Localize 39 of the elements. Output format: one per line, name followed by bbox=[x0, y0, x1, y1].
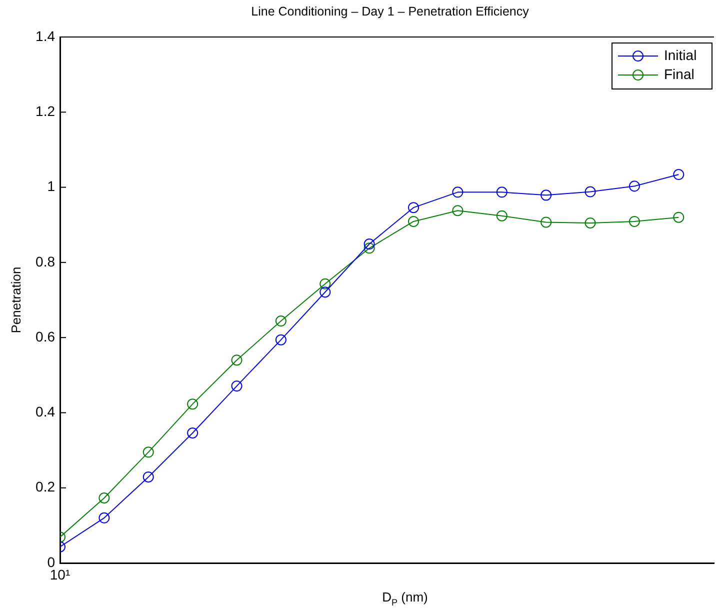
point bbox=[540, 190, 552, 201]
y-tick-label: 1.2 bbox=[36, 103, 56, 119]
chart-title: Line Conditioning – Day 1 – Penetration Efficiency bbox=[251, 4, 530, 18]
point bbox=[320, 278, 331, 290]
y-tick-label: 1 bbox=[47, 178, 56, 194]
point bbox=[231, 380, 242, 392]
point bbox=[628, 180, 640, 192]
y-axis-title: Penetration bbox=[8, 266, 24, 334]
point bbox=[275, 316, 286, 327]
point bbox=[364, 238, 375, 250]
point bbox=[540, 216, 552, 228]
legend-label: Final bbox=[664, 66, 694, 82]
point bbox=[320, 286, 331, 298]
point bbox=[673, 169, 684, 180]
y-tick-label: 0.2 bbox=[36, 478, 56, 495]
y-tick-label: 0.6 bbox=[36, 328, 56, 344]
legend-label: Initial bbox=[664, 46, 697, 63]
point bbox=[408, 216, 420, 227]
point bbox=[142, 471, 154, 482]
point bbox=[496, 186, 508, 198]
point bbox=[584, 217, 596, 228]
point bbox=[584, 186, 596, 198]
point bbox=[364, 242, 375, 254]
point bbox=[142, 446, 154, 458]
point bbox=[496, 210, 508, 222]
y-tick-label: 0.8 bbox=[36, 253, 56, 270]
point bbox=[187, 428, 198, 439]
point bbox=[187, 398, 198, 410]
point bbox=[98, 512, 110, 524]
point bbox=[628, 216, 640, 227]
point bbox=[98, 492, 110, 504]
point bbox=[408, 202, 420, 214]
y-tick-label: 0.4 bbox=[36, 404, 56, 420]
point bbox=[673, 212, 684, 223]
point bbox=[275, 334, 286, 346]
point bbox=[452, 186, 464, 198]
point bbox=[452, 205, 464, 216]
y-tick-label: 1.4 bbox=[36, 28, 56, 44]
point bbox=[231, 354, 242, 366]
